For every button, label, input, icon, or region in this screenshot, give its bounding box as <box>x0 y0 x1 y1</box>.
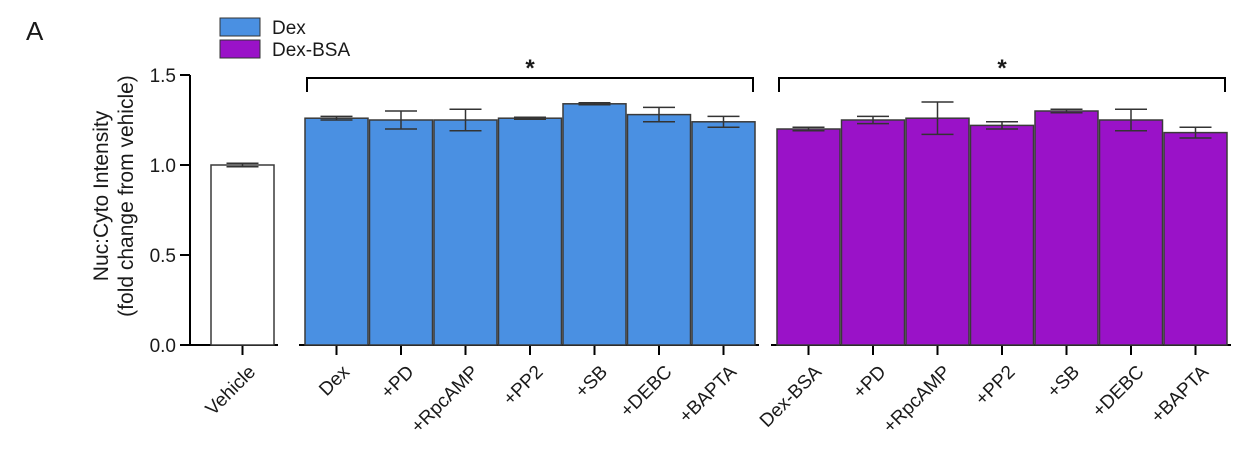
y-axis-title-line2: (fold change from vehicle) <box>115 75 138 317</box>
y-axis: 0.0 0.5 1.0 1.5 <box>150 66 191 357</box>
x-tick-label: Dex <box>315 361 354 400</box>
x-tick-label: +BAPTA <box>675 361 741 427</box>
significance-star: * <box>525 55 535 82</box>
y-tick-label: 1.0 <box>150 156 176 177</box>
significance-bracket <box>778 77 1226 92</box>
x-tick-label: +SB <box>571 362 612 403</box>
x-tick-label: +BAPTA <box>1147 361 1213 427</box>
bars <box>210 101 1228 346</box>
bar <box>1034 110 1099 346</box>
bar <box>210 164 275 346</box>
x-tick-label: +PD <box>377 362 418 403</box>
bar <box>562 103 627 346</box>
legend-label-dex: Dex <box>272 18 306 39</box>
bar <box>691 121 756 346</box>
bar <box>969 124 1035 346</box>
x-tick-label: +DEBC <box>1089 362 1149 422</box>
legend-swatch-dex <box>219 17 261 37</box>
bar <box>368 119 434 346</box>
bar <box>626 113 692 346</box>
bar <box>1098 119 1164 346</box>
legend-swatch-dex-bsa <box>219 39 261 59</box>
y-axis-title-line1: Nuc:Cyto Intensity <box>90 110 113 281</box>
x-axis <box>190 344 1231 355</box>
panel-label: A <box>26 16 44 46</box>
bar <box>497 117 563 346</box>
significance-bracket <box>306 77 754 92</box>
y-tick-label: 0.0 <box>150 336 176 357</box>
bar <box>776 128 841 346</box>
significance-brackets: * * <box>306 55 1226 92</box>
x-tick-label: Vehicle <box>202 362 260 420</box>
x-tick-label: +RpcAMP <box>407 362 483 438</box>
x-tick-label: +DEBC <box>617 362 677 422</box>
significance-star: * <box>997 55 1007 82</box>
x-tick-label: +PD <box>849 362 890 403</box>
x-tick-label: Dex-BSA <box>756 361 826 431</box>
bar <box>1163 131 1228 346</box>
y-axis-title: Nuc:Cyto Intensity (fold change from veh… <box>90 75 138 317</box>
x-tick-label: +SB <box>1043 362 1084 403</box>
bar <box>304 117 369 346</box>
y-tick-label: 0.5 <box>150 246 176 267</box>
bar <box>433 119 498 346</box>
x-tick-label: +RpcAMP <box>879 362 955 438</box>
bar <box>905 117 970 346</box>
x-tick-label: +PP2 <box>499 362 547 410</box>
bar <box>840 119 906 346</box>
legend-label-dex-bsa: Dex-BSA <box>272 40 350 61</box>
legend: Dex Dex-BSA <box>219 17 350 61</box>
x-tick-label: +PP2 <box>971 362 1019 410</box>
y-tick-label: 1.5 <box>150 66 176 87</box>
x-tick-labels: Vehicle Dex +PD+RpcAMP +PP2 +SB +DEBC+BAPTA De… <box>202 361 1213 437</box>
